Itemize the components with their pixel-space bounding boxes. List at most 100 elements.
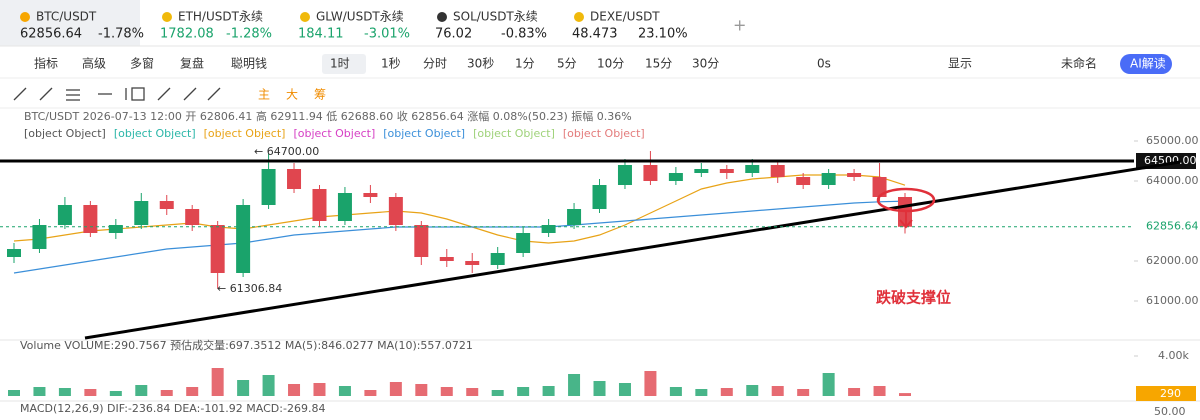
candle-body <box>770 165 785 177</box>
toolbar-item[interactable]: 1时 <box>330 57 350 71</box>
volume-bar <box>644 371 657 396</box>
volume-bar <box>797 389 810 396</box>
volume-bar <box>720 388 733 396</box>
volume-bar <box>389 382 402 396</box>
v-tick-label: 4.00k <box>1158 349 1189 362</box>
tab-name[interactable]: GLW/USDT永续 <box>316 10 404 24</box>
tab-change: -0.83% <box>501 27 547 42</box>
tab-name[interactable]: ETH/USDT永续 <box>178 10 263 24</box>
volume-badge-bg <box>1136 386 1196 401</box>
candle-body <box>108 225 123 233</box>
toolbar-right[interactable]: AI解读 <box>1130 57 1166 71</box>
tab-icon <box>20 12 30 22</box>
volume-bar <box>491 390 504 396</box>
candle-body <box>694 169 709 173</box>
ma-line <box>13 174 906 244</box>
toolbar-right[interactable]: 0s <box>817 57 831 71</box>
toolbar-item[interactable]: 指标 <box>34 56 58 71</box>
volume-bar <box>237 380 250 396</box>
volume-bar <box>338 386 351 396</box>
tab-price: 48.473 <box>572 27 618 42</box>
candle-body <box>516 233 531 253</box>
y-tick-label: 62000.00 <box>1146 254 1199 267</box>
candle-body <box>363 193 378 197</box>
toolbar-item[interactable]: 30分 <box>692 57 719 71</box>
candle-body <box>796 177 811 185</box>
active-interval <box>322 54 366 74</box>
tool-text[interactable]: 筹 <box>314 88 326 102</box>
candle-body <box>337 193 352 221</box>
tab-name[interactable]: BTC/USDT <box>36 10 97 24</box>
toolbar-item[interactable]: 30秒 <box>467 57 494 71</box>
tab-name[interactable]: SOL/USDT永续 <box>453 10 538 24</box>
volume-bar <box>899 393 911 396</box>
candle-body <box>617 165 632 185</box>
macd-tick: 50.00 <box>1154 405 1186 416</box>
volume-bar <box>873 386 886 396</box>
note: 跌破支撑位 <box>876 289 951 307</box>
toolbar-item[interactable]: 聪明钱 <box>231 56 267 71</box>
volume-bar <box>568 374 581 396</box>
tab-change: -3.01% <box>364 27 410 42</box>
candle-body <box>57 205 72 225</box>
tab-icon <box>300 12 310 22</box>
candle-body <box>414 225 429 257</box>
volume-bar <box>135 385 148 396</box>
macd-legend: MACD(12,26,9) DIF:-236.84 DEA:-101.92 MA… <box>20 402 325 415</box>
toolbar-item[interactable]: 分时 <box>423 57 447 71</box>
candle-body <box>287 169 302 189</box>
volume-bar <box>746 385 759 396</box>
active-tab-bg <box>0 0 140 46</box>
toolbar-right[interactable]: 显示 <box>948 57 972 71</box>
tool-text[interactable]: 主 <box>258 88 270 102</box>
toolbar-item[interactable]: 10分 <box>597 57 624 71</box>
add-tab[interactable]: + <box>733 16 746 35</box>
candle-body <box>7 249 21 257</box>
candle-body <box>261 169 276 205</box>
candle-body <box>490 253 505 265</box>
candle-body <box>541 225 556 233</box>
y-tick-label: 65000.00 <box>1146 134 1199 147</box>
volume-bar <box>695 389 708 396</box>
candle-body <box>210 225 225 273</box>
y-tick-label: 61000.00 <box>1146 294 1199 307</box>
candle-body <box>236 205 251 273</box>
ohlc-info: BTC/USDT 2026-07-13 12:00 开 62806.41 高 6… <box>24 109 632 123</box>
tab-change: 23.10% <box>638 27 688 42</box>
ma-legend: [object Object] <box>563 127 645 140</box>
volume-bar <box>542 386 555 396</box>
toolbar-item[interactable]: 1分 <box>515 57 535 71</box>
ma-legend: [object Object] <box>293 127 375 140</box>
tab-change: -1.78% <box>98 27 144 42</box>
candle-body <box>592 185 607 209</box>
tab-name[interactable]: DEXE/USDT <box>590 10 660 24</box>
candle-body <box>719 169 734 173</box>
tab-icon <box>437 12 447 22</box>
tab-price: 184.11 <box>298 27 344 42</box>
toolbar-item[interactable]: 1秒 <box>381 57 401 71</box>
toolbar-item[interactable]: 15分 <box>645 57 672 71</box>
toolbar-item[interactable]: 复盘 <box>180 56 204 71</box>
candle-body <box>745 165 760 173</box>
ma-legend: [object Object] <box>473 127 555 140</box>
y-tick-label: 64000.00 <box>1146 174 1199 187</box>
volume-bar <box>618 383 631 396</box>
toolbar-right[interactable]: 未命名 <box>1061 56 1097 71</box>
volume-badge: 290 <box>1160 387 1181 400</box>
tool-text[interactable]: 大 <box>286 88 298 102</box>
candle-body <box>643 165 658 181</box>
candle-body <box>439 257 454 261</box>
volume-bar <box>415 384 428 396</box>
candle-body <box>567 209 582 225</box>
volume-bar <box>8 390 20 396</box>
volume-bar <box>313 383 326 396</box>
toolbar-item[interactable]: 多窗 <box>130 57 154 71</box>
volume-bar <box>160 390 173 396</box>
volume-bar <box>822 373 835 396</box>
candle-body <box>312 189 327 221</box>
candle-body <box>847 173 862 177</box>
toolbar-item[interactable]: 高级 <box>82 56 106 71</box>
arrow <box>899 211 913 229</box>
toolbar-item[interactable]: 5分 <box>557 57 577 71</box>
